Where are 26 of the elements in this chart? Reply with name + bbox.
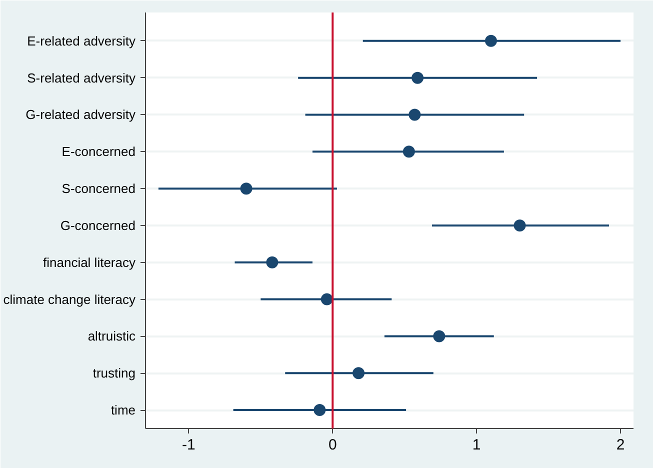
x-tick-label: 1 (472, 436, 481, 454)
point (266, 256, 278, 268)
y-tick-label: time (110, 402, 136, 418)
point (408, 108, 421, 121)
point (433, 330, 446, 342)
y-tick-label: S-concerned (62, 181, 136, 196)
y-tick-label: G-related adversity (26, 107, 136, 122)
point (402, 146, 415, 158)
x-tick-label: -1 (182, 436, 196, 454)
y-tick-label: climate change literacy (3, 292, 136, 307)
point (412, 72, 424, 84)
y-tick-label: financial literacy (43, 254, 136, 270)
point (484, 34, 497, 47)
point (352, 367, 365, 380)
y-tick-label: E-concerned (62, 144, 136, 160)
point (240, 182, 252, 195)
y-tick-label: E-related adversity (27, 33, 136, 48)
point (314, 404, 326, 416)
point (320, 293, 333, 306)
x-tick-label: 0 (328, 436, 337, 454)
y-tick-label: altruistic (88, 328, 136, 344)
y-tick-label: trusting (92, 366, 136, 381)
y-tick-label: S-related adversity (27, 70, 136, 86)
point (514, 219, 526, 232)
x-tick-label: 2 (616, 436, 625, 454)
y-tick-label: G-concerned (60, 218, 136, 233)
